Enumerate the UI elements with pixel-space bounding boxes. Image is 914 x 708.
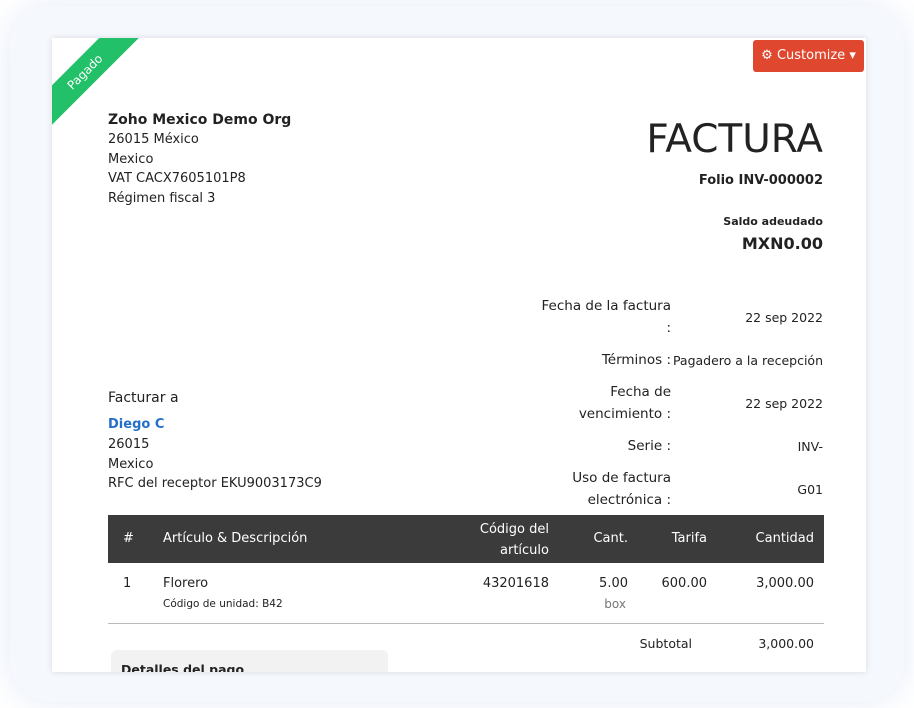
bill-to-label: Facturar a <box>108 390 179 406</box>
detail-label: Uso de factura electrónica : <box>572 470 671 508</box>
item-amount: 3,000.00 <box>756 576 814 591</box>
customer-name[interactable]: Diego C <box>108 417 165 432</box>
detail-row: Fecha de la factura : 22 sep 2022 <box>541 290 823 344</box>
detail-value: Pagadero a la recepción <box>672 352 823 368</box>
invoice-card: Pagado ⚙ Customize ▾ Zoho Mexico Demo Or… <box>52 38 866 672</box>
doc-title: FACTURA <box>646 117 823 162</box>
row-index: 1 <box>123 576 132 591</box>
org-name: Zoho Mexico Demo Org <box>108 112 292 128</box>
col-header: Cantidad <box>755 531 814 546</box>
item-rate: 600.00 <box>661 576 708 591</box>
bill-to-line: Mexico <box>108 456 154 472</box>
detail-value: G01 <box>797 481 823 497</box>
detail-label: Fecha de vencimiento : <box>578 384 671 422</box>
col-header: Código del artículo <box>479 522 549 558</box>
detail-row: Uso de factura electrónica : G01 <box>541 462 823 516</box>
org-line: 26015 México <box>108 132 199 147</box>
separator <box>108 623 824 624</box>
org-address: 26015 México Mexico VAT CACX7605101P8 Ré… <box>108 130 246 209</box>
org-line: Mexico <box>108 151 154 167</box>
item-qty: 5.00 <box>599 576 628 591</box>
customize-label[interactable]: Customize <box>776 48 846 63</box>
detail-value: 22 sep 2022 <box>745 309 823 325</box>
balance-label: Saldo adeudado <box>723 215 823 228</box>
bill-to-line: 26015 <box>108 437 150 452</box>
table-header <box>108 515 824 563</box>
bill-to-line: RFC del receptor EKU9003173C9 <box>108 476 322 492</box>
item-note: Código de unidad: B42 <box>163 598 283 610</box>
folio: Folio INV-000002 <box>698 173 823 188</box>
col-header: Cant. <box>593 531 628 546</box>
org-line: Régimen fiscal 3 <box>108 191 216 207</box>
detail-label: Fecha de la factura : <box>541 298 671 336</box>
col-header: # <box>123 531 134 546</box>
detail-row: Serie : INV- <box>541 430 823 462</box>
payment-title: Detalles del pago <box>121 662 245 672</box>
col-header: Tarifa <box>671 531 707 546</box>
customize-button[interactable]: ⚙ Customize ▾ <box>753 40 864 72</box>
subtotal-label: Subtotal <box>639 636 692 651</box>
payment-box: Detalles del pago <box>111 650 388 672</box>
detail-label: Términos : <box>601 352 671 368</box>
col-header: Artículo & Descripción <box>163 531 308 546</box>
detail-row: Términos : Pagadero a la recepción <box>541 344 823 376</box>
item-name: Florero <box>163 576 209 591</box>
item-code: 43201618 <box>482 576 549 591</box>
item-unit: box <box>604 597 626 611</box>
subtotal-value: 3,000.00 <box>758 636 814 651</box>
details: Fecha de la factura : 22 sep 2022 Término… <box>541 290 823 516</box>
balance-value: MXN0.00 <box>741 234 823 253</box>
org-line: VAT CACX7605101P8 <box>108 171 246 187</box>
bill-to-address: 26015 Mexico RFC del receptor EKU9003173… <box>108 435 322 494</box>
detail-row: Fecha de vencimiento : 22 sep 2022 <box>541 376 823 430</box>
detail-value: 22 sep 2022 <box>745 395 823 411</box>
detail-label: Serie : <box>627 438 671 454</box>
detail-value: INV- <box>797 438 823 454</box>
